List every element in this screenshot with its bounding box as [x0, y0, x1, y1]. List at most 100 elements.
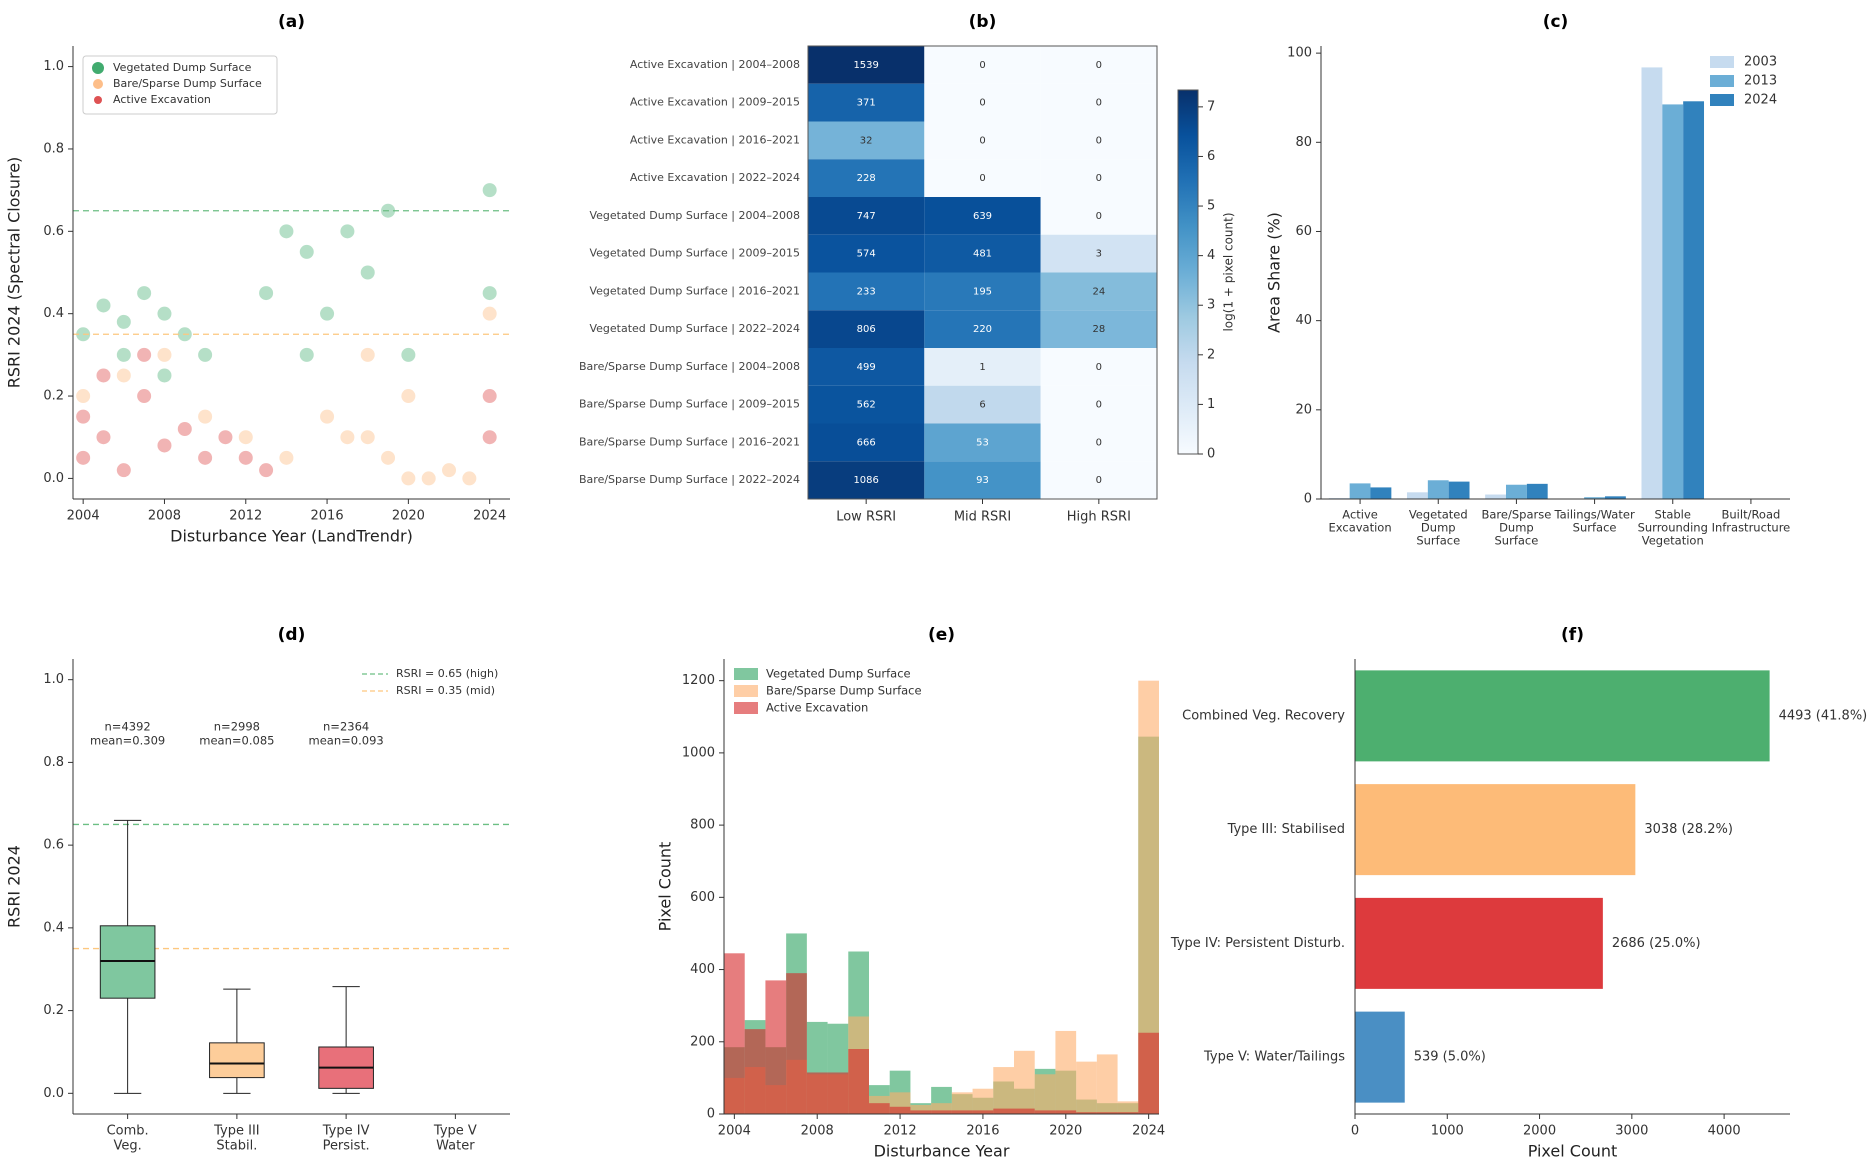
bar — [1427, 480, 1449, 499]
heatmap-cell — [924, 461, 1041, 499]
bar — [1485, 494, 1506, 499]
bar — [1355, 670, 1770, 762]
annotation: mean=0.309 — [90, 734, 165, 748]
bar — [1505, 484, 1527, 499]
heatmap-cell — [1040, 310, 1157, 348]
bar — [1683, 101, 1705, 499]
x-tick-label: Stable — [1655, 508, 1691, 522]
colorbar-tick-label: 5 — [1207, 199, 1215, 214]
value-label: 3038 (28.2%) — [1644, 822, 1733, 837]
histogram-bar — [889, 1106, 911, 1114]
heatmap-cell — [1040, 348, 1157, 386]
heatmap-cell — [924, 159, 1041, 197]
x-tick-label: 2016 — [311, 509, 344, 524]
y-tick-label: 1000 — [682, 745, 715, 760]
x-tick-label: Dump — [1499, 521, 1534, 535]
y-tick-label: 0.2 — [43, 1003, 64, 1018]
scatter-point — [401, 347, 416, 362]
cell-label: 666 — [857, 437, 876, 448]
histogram-bar — [744, 1029, 766, 1114]
x-tick-label: Surrounding — [1638, 521, 1708, 535]
row-label: Active Excavation | 2009–2015 — [630, 96, 800, 109]
cell-label: 806 — [857, 324, 876, 335]
scatter-point — [340, 224, 355, 239]
histogram-bar — [786, 973, 807, 1114]
heatmap-cell — [808, 159, 925, 197]
scatter-point — [157, 368, 172, 383]
legend-label: Bare/Sparse Dump Surface — [766, 684, 922, 698]
heatmap-cell — [1040, 121, 1157, 160]
y-axis-label: Area Share (%) — [1265, 212, 1284, 333]
heatmap-cell — [924, 385, 1041, 424]
bar — [1355, 784, 1636, 876]
legend-marker — [734, 685, 758, 697]
heatmap-cell — [808, 46, 925, 84]
y-axis-label: RSRI 2024 — [5, 845, 24, 928]
heatmap-cell — [808, 310, 925, 348]
x-tick-label: Surface — [1416, 534, 1460, 548]
cell-label: 0 — [1096, 211, 1102, 222]
row-label: Active Excavation | 2016–2021 — [630, 133, 800, 146]
scatter-point — [137, 347, 152, 362]
histogram-bar — [1138, 680, 1159, 1114]
row-label: Active Excavation | 2022–2024 — [630, 171, 800, 184]
cell-label: 0 — [979, 135, 985, 146]
row-label: Bare/Sparse Dump Surface | 2016–2021 — [579, 435, 800, 448]
histogram-bar — [1117, 1101, 1139, 1114]
bar — [1355, 897, 1603, 989]
cell-label: 747 — [857, 211, 876, 222]
scatter-point — [96, 298, 111, 313]
cell-label: 0 — [1096, 98, 1102, 109]
cell-label: 32 — [860, 135, 873, 146]
x-tick-label: 4000 — [1708, 1124, 1741, 1139]
annotation: n=4392 — [105, 720, 151, 734]
x-axis-label: Disturbance Year — [874, 1142, 1010, 1161]
x-tick-label: Built/Road — [1722, 508, 1781, 522]
heatmap-cell — [1040, 197, 1157, 235]
legend-label: RSRI = 0.65 (high) — [396, 667, 498, 680]
scatter-point — [137, 286, 152, 301]
scatter-point — [279, 450, 294, 465]
cell-label: 0 — [1096, 400, 1102, 411]
histogram-bar — [931, 1110, 952, 1114]
panel-title: (b) — [969, 12, 997, 32]
heatmap-cell — [808, 272, 925, 311]
histogram-bar — [1138, 1032, 1159, 1114]
x-tick-label: 2008 — [148, 509, 181, 524]
x-tick-label: Surface — [1495, 534, 1539, 548]
histogram-bar — [1014, 1050, 1035, 1114]
y-tick-label: Type V: Water/Tailings — [1203, 1050, 1345, 1065]
y-tick-label: 20 — [1295, 402, 1312, 417]
scatter-point — [259, 286, 274, 301]
x-tick-label: Comb. — [107, 1124, 149, 1139]
y-tick-label: 800 — [690, 818, 715, 833]
colorbar — [1177, 89, 1199, 455]
cell-label: 0 — [1096, 362, 1102, 373]
scatter-point — [76, 389, 91, 404]
legend-marker — [1710, 56, 1734, 68]
colorbar-label: log(1 + pixel count) — [1222, 212, 1236, 331]
cell-label: 562 — [857, 400, 876, 411]
histogram-bar — [910, 1104, 932, 1114]
annotation: mean=0.085 — [199, 734, 274, 748]
heatmap-cell — [808, 423, 925, 462]
y-tick-label: 0.2 — [43, 389, 64, 404]
scatter-point — [299, 244, 314, 259]
heatmap-cell — [1040, 83, 1157, 122]
heatmap-cell — [808, 461, 925, 499]
x-tick-label: 2024 — [1132, 1124, 1165, 1139]
cell-label: 0 — [979, 60, 985, 71]
cell-label: 24 — [1092, 286, 1105, 297]
histogram-bar — [724, 953, 745, 1114]
heatmap-cell — [808, 348, 925, 386]
y-tick-label: 0 — [707, 1107, 715, 1122]
histogram-bar — [1034, 1074, 1056, 1114]
heatmap-cell — [1040, 423, 1157, 462]
x-tick-label: 2012 — [229, 509, 262, 524]
scatter-point — [340, 430, 355, 445]
heatmap-cell — [1040, 461, 1157, 499]
cell-label: 639 — [973, 211, 992, 222]
histogram-bar — [931, 1103, 952, 1114]
row-label: Bare/Sparse Dump Surface | 2022–2024 — [579, 473, 800, 486]
annotation: n=2998 — [214, 720, 260, 734]
